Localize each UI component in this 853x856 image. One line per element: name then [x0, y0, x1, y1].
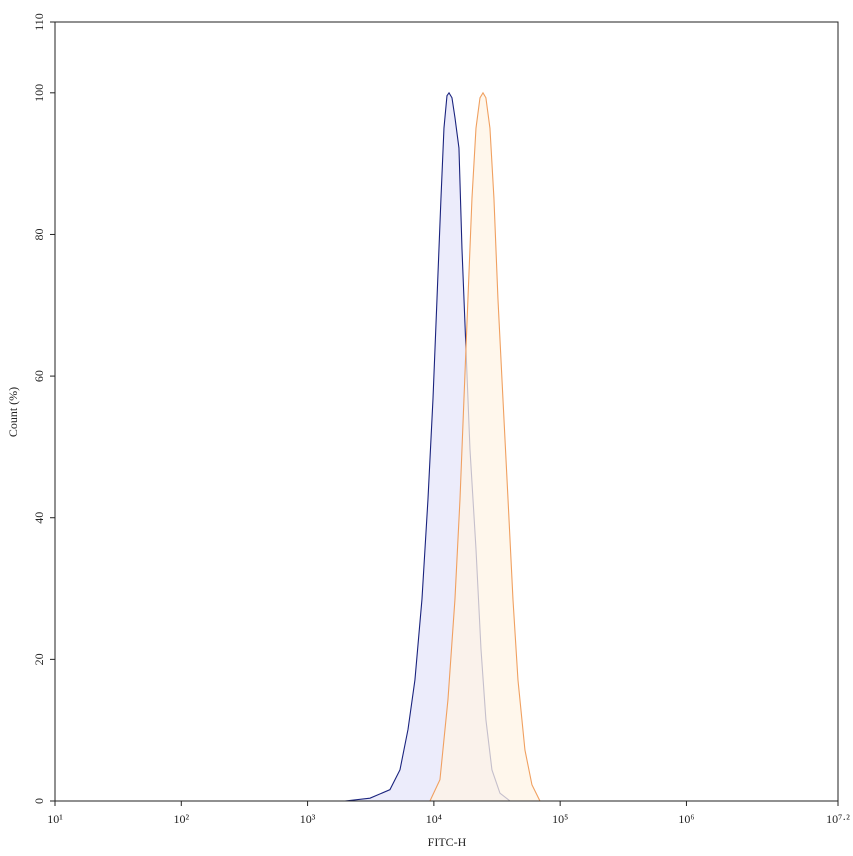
- x-tick-label: 10³: [300, 812, 316, 826]
- x-tick-label: 10⁶: [678, 812, 694, 826]
- area: [429, 91, 541, 802]
- y-tick-label: 110: [32, 13, 46, 31]
- x-tick-label: 10²: [173, 812, 189, 826]
- y-tick-label: 60: [32, 370, 46, 382]
- x-axis-label: FITC-H: [428, 835, 467, 849]
- x-tick-label: 10¹: [47, 812, 63, 826]
- x-tick-label: 10⁴: [426, 812, 442, 826]
- x-tick-label: 10⁵: [552, 812, 568, 826]
- y-tick-label: 40: [32, 512, 46, 524]
- y-axis-label: Count (%): [6, 387, 20, 437]
- x-tick-label: 10⁷·²: [826, 812, 850, 826]
- y-tick-label: 80: [32, 228, 46, 240]
- y-tick-label: 0: [32, 798, 46, 804]
- y-tick-label: 20: [32, 653, 46, 665]
- y-tick-label: 100: [32, 84, 46, 102]
- plot-frame: [54, 21, 839, 802]
